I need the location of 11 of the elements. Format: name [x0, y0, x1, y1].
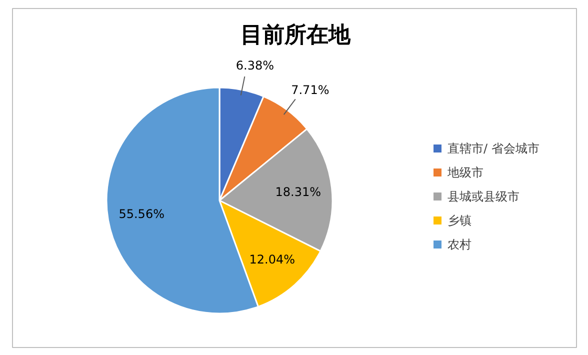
legend-label: 县城或县级市	[448, 190, 520, 204]
legend-label: 乡镇	[448, 214, 472, 228]
data-label: 7.71%	[291, 83, 330, 98]
data-label: 12.04%	[249, 252, 295, 267]
legend-label: 农村	[448, 238, 472, 252]
data-label: 18.31%	[275, 184, 322, 199]
chart-title: 目前所在地	[240, 23, 352, 48]
legend-label: 直辖市/ 省会城市	[448, 142, 540, 156]
data-label: 6.38%	[236, 58, 274, 72]
data-label: 55.56%	[118, 207, 164, 222]
legend-label: 地级市	[446, 166, 484, 180]
